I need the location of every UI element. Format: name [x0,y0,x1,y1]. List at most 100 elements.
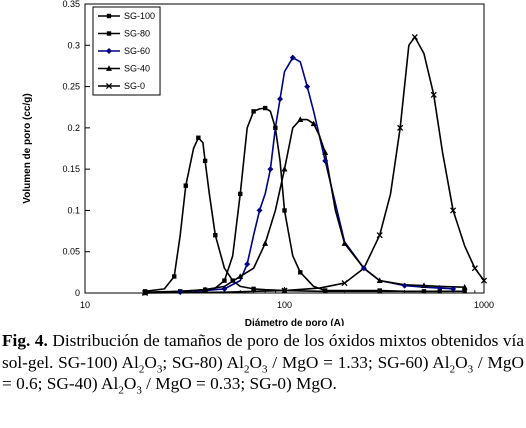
legend: SG-100 SG-80 SG-60 SG-40 SG-0 [92,6,161,96]
y-tick-label: 0.1 [67,205,80,215]
y-tick-label: 0.2 [67,123,80,133]
diamond-marker [322,157,329,164]
caption-text: Distribución de tamaños de poro de los ó… [2,331,524,397]
square-marker [172,274,177,279]
legend-label: SG-60 [124,46,150,56]
square-marker [462,289,467,294]
diamond-marker [401,282,408,289]
triangle-marker [106,65,112,71]
x-axis-title: Diámetro de poro (A) [245,318,344,326]
series-markers [141,33,488,297]
square-marker [106,31,112,36]
x-marker-stroke [376,232,383,239]
x-marker [397,124,404,131]
x-marker [376,232,383,239]
triangle-marker [262,240,269,246]
legend-label: SG-0 [124,81,145,91]
diamond-marker [267,166,274,173]
triangle-marker [281,165,288,172]
triangle-marker [202,286,209,293]
square-marker [222,278,227,283]
square-marker [183,183,188,188]
y-axis-title: Volumen de poro (cc/g) [22,93,33,203]
x-marker [471,265,478,272]
legend-item-sg-40: SG-40 [98,64,150,74]
triangle-marker [237,273,244,279]
diamond-marker [256,207,263,214]
diamond-marker [436,285,443,292]
triangle-marker [420,282,427,288]
x-marker [430,91,437,98]
square-marker [377,289,382,294]
series-points-sg-80 [142,135,442,294]
y-tick-label: 0 [75,288,80,298]
y-tick-label: 0.35 [62,0,80,9]
diamond-marker [360,265,367,272]
x-marker-stroke [341,280,348,287]
x-marker-stroke [281,287,288,294]
x-marker [105,82,113,90]
series-line-sg-100 [145,107,465,294]
plot-frame [84,3,485,294]
square-marker [282,208,287,213]
square-marker [421,289,427,294]
caption-label: Fig. 4. [2,331,48,350]
x-marker-stroke [471,265,478,272]
x-marker-stroke [411,33,418,41]
square-marker [230,278,235,283]
triangle-marker [322,149,329,156]
triangle-marker [310,120,317,127]
diamond-marker [450,285,457,292]
x-marker-stroke [450,207,457,214]
legend-item-sg-80: SG-80 [98,29,150,39]
square-marker [251,109,256,114]
triangle-marker [461,284,468,290]
diamond-marker [177,289,184,296]
series-points-sg-100 [142,105,467,296]
x-tick-label: 1000 [474,300,494,310]
square-marker [196,135,201,140]
triangle-marker [297,116,304,122]
legend-item-sg-60: SG-60 [98,46,150,56]
x-marker [411,33,418,41]
square-marker [323,288,328,293]
y-tick-label: 0.15 [62,164,80,174]
legend-item-sg-100: SG-100 [98,11,155,21]
legend-label: SG-100 [124,11,155,21]
square-marker [298,270,303,275]
x-marker [450,207,457,214]
square-marker [437,289,442,294]
series-points-sg-0 [141,33,488,297]
x-marker-stroke [105,82,113,90]
triangle-marker [341,240,348,246]
x-marker [281,287,288,294]
y-tick-label: 0.05 [62,247,80,257]
square-marker [238,191,243,197]
square-marker [202,158,208,164]
x-marker [341,280,348,287]
y-tick-label: 0.25 [62,82,80,92]
triangle-marker [376,277,383,284]
figure-caption: Fig. 4. Distribución de tamaños de poro … [2,330,524,397]
diamond-marker [304,83,311,90]
diamond-marker [277,95,284,102]
diamond-marker [221,285,228,292]
legend-label: SG-40 [124,64,150,74]
series-line-sg-0 [145,36,485,294]
diamond-marker [289,54,296,61]
x-marker-stroke [430,91,437,98]
x-tick-label: 10 [80,300,90,310]
diamond-marker [244,261,251,268]
x-marker-stroke [397,124,404,131]
series-lines [144,36,485,294]
square-marker [106,13,112,19]
diamond-marker [106,48,112,54]
legend-label: SG-80 [124,29,150,39]
x-tick-label: 100 [277,300,292,310]
tick-labels: 0 0.05 0.1 0.15 0.2 0.25 0.3 0.35 10 100 1000 [62,0,494,310]
square-marker [262,105,268,111]
square-marker [273,125,278,131]
square-marker [251,286,256,292]
series-points-sg-40 [142,116,468,295]
series-line-sg-40 [145,118,465,293]
